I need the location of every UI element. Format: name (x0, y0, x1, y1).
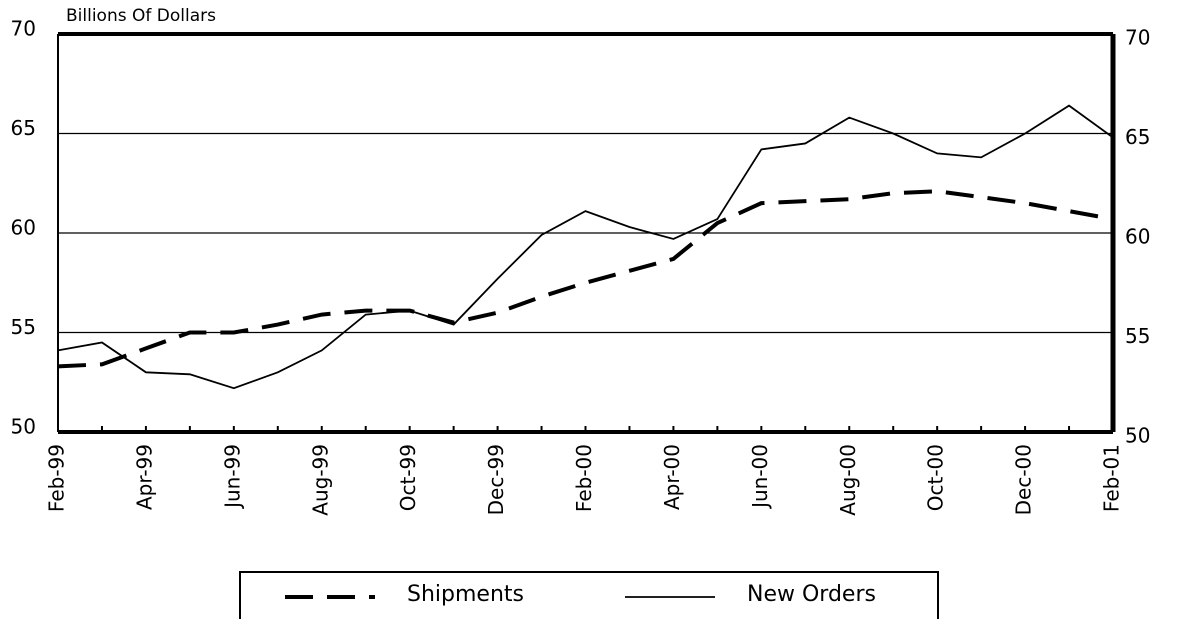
y2-tick-label: 50 (1125, 424, 1150, 448)
series-line (57, 189, 1114, 369)
legend-label: New Orders (747, 582, 876, 607)
x-tick-label: Aug-99 (308, 444, 332, 516)
y-tick-label: 50 (11, 415, 36, 439)
series-line (57, 104, 1114, 390)
x-tick-label: Aug-00 (836, 444, 860, 516)
y-tick-label: 65 (11, 116, 36, 140)
x-tick-label: Feb-01 (1100, 444, 1124, 512)
x-tick-label: Apr-00 (660, 444, 684, 510)
x-tick-label: Feb-00 (572, 444, 596, 512)
y2-tick-label: 60 (1125, 225, 1150, 249)
y-axis-label: Billions Of Dollars (66, 6, 216, 26)
x-tick-label: Jun-00 (748, 444, 772, 510)
x-tick-label: Oct-99 (396, 444, 420, 511)
y2-tick-label: 65 (1125, 125, 1150, 149)
x-tick-label: Feb-99 (45, 444, 69, 512)
legend-label: Shipments (407, 582, 524, 607)
x-tick-label: Jun-99 (220, 444, 244, 510)
y-tick-label: 70 (11, 17, 36, 41)
legend-box (239, 571, 939, 619)
x-tick-label: Dec-00 (1012, 444, 1036, 515)
y2-tick-label: 55 (1125, 324, 1150, 348)
y-tick-label: 60 (11, 216, 36, 240)
x-tick-label: Oct-00 (924, 444, 948, 511)
y2-tick-label: 70 (1125, 26, 1150, 50)
y-tick-label: 55 (11, 315, 36, 339)
x-tick-label: Dec-99 (484, 444, 508, 515)
x-tick-label: Apr-99 (132, 444, 156, 510)
